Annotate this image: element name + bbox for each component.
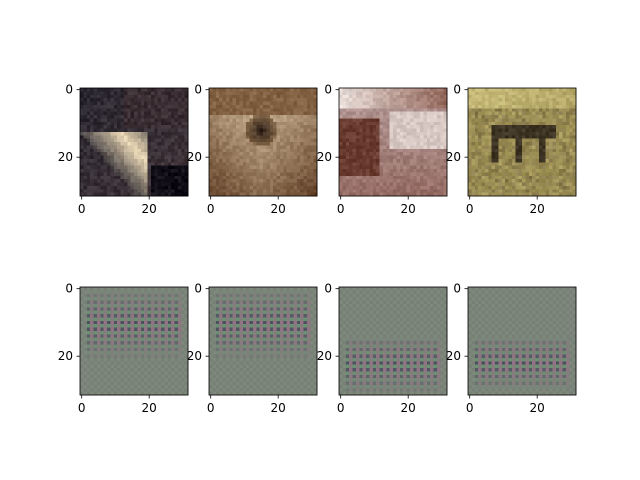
subplot-r0-c3: 0 20 0 20: [446, 83, 577, 216]
y-tick-label: 20: [58, 150, 73, 164]
y-tick-label: 0: [453, 282, 461, 296]
subplot-r0-c2: 0 20 0 20: [317, 83, 448, 216]
image-pixels: [468, 287, 577, 396]
axes-frame: [338, 87, 448, 197]
x-tick-label: 20: [401, 401, 416, 415]
y-tick-label: 0: [194, 282, 202, 296]
image-pixels: [209, 287, 318, 396]
axes-frame: [79, 286, 189, 396]
x-tick-label: 20: [530, 401, 545, 415]
y-tick-label: 20: [58, 349, 73, 363]
x-tick-label: 0: [337, 202, 345, 216]
y-tick-label: 0: [65, 83, 73, 97]
x-tick-label: 0: [207, 202, 215, 216]
axes-frame: [79, 87, 189, 197]
axes-frame: [208, 286, 318, 396]
image-pixels: [339, 88, 448, 197]
y-tick-label: 0: [324, 83, 332, 97]
image-pixels: [209, 88, 318, 197]
axes-frame: [208, 87, 318, 197]
subplot-r1-c1: 0 20 0 20: [187, 282, 318, 415]
image-pixels: [80, 287, 189, 396]
y-tick-label: 20: [446, 349, 461, 363]
x-tick-label: 20: [142, 202, 157, 216]
image-pixels: [468, 88, 577, 197]
y-tick-label: 20: [187, 150, 202, 164]
subplot-r1-c2: 0 20 0 20: [317, 282, 448, 415]
x-tick-label: 0: [466, 202, 474, 216]
subplot-r0-c0: 0 20 0 20: [58, 83, 189, 216]
y-tick-label: 20: [317, 150, 332, 164]
subplot-r1-c0: 0 20 0 20: [58, 282, 189, 415]
x-tick-label: 0: [78, 202, 86, 216]
x-tick-label: 0: [466, 401, 474, 415]
x-tick-label: 20: [271, 202, 286, 216]
x-tick-label: 0: [207, 401, 215, 415]
subplot-r0-c1: 0 20 0 20: [187, 83, 318, 216]
axes-frame: [467, 87, 577, 197]
y-tick-label: 0: [324, 282, 332, 296]
y-tick-label: 0: [453, 83, 461, 97]
y-tick-label: 20: [187, 349, 202, 363]
axes-frame: [467, 286, 577, 396]
y-tick-label: 0: [194, 83, 202, 97]
x-tick-label: 20: [271, 401, 286, 415]
x-tick-label: 0: [78, 401, 86, 415]
y-tick-label: 20: [446, 150, 461, 164]
x-tick-label: 20: [142, 401, 157, 415]
x-tick-label: 0: [337, 401, 345, 415]
axes-frame: [338, 286, 448, 396]
x-tick-label: 20: [530, 202, 545, 216]
image-pixels: [80, 88, 189, 197]
subplot-r1-c3: 0 20 0 20: [446, 282, 577, 415]
y-tick-label: 0: [65, 282, 73, 296]
image-pixels: [339, 287, 448, 396]
y-tick-label: 20: [317, 349, 332, 363]
x-tick-label: 20: [401, 202, 416, 216]
